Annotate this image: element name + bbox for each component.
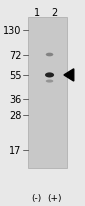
Ellipse shape: [46, 80, 53, 83]
Ellipse shape: [46, 53, 53, 57]
Text: (-): (-): [32, 193, 42, 201]
Text: 17: 17: [9, 146, 22, 156]
Text: (+): (+): [48, 193, 62, 201]
Text: 28: 28: [9, 110, 22, 120]
Polygon shape: [64, 69, 74, 82]
Ellipse shape: [45, 73, 54, 78]
Text: 2: 2: [52, 7, 58, 18]
Text: 72: 72: [9, 50, 22, 60]
Text: 55: 55: [9, 71, 22, 81]
Text: 1: 1: [34, 7, 40, 18]
Text: 36: 36: [9, 95, 22, 105]
FancyBboxPatch shape: [28, 18, 67, 168]
Text: 130: 130: [3, 26, 22, 36]
